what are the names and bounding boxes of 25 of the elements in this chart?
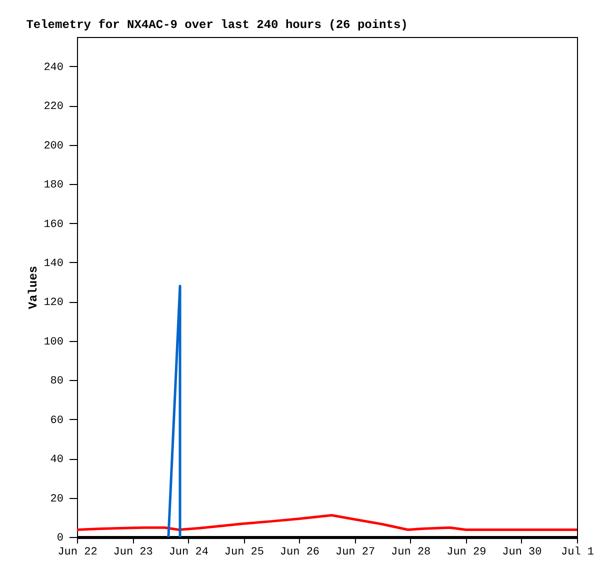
x-tick-label: Jun 28: [391, 546, 431, 558]
y-tick-label: 100: [44, 336, 64, 348]
x-tick-label: Jun 25: [224, 546, 264, 558]
x-tick-label: Jul 1: [560, 546, 594, 558]
y-tick-label: 160: [44, 218, 64, 231]
x-tick-label: Jun 26: [280, 546, 320, 558]
y-tick-label: 20: [50, 493, 64, 506]
y-tick-label: 80: [50, 376, 64, 388]
x-tick-label: Jun 23: [113, 546, 153, 558]
y-tick-label: 60: [50, 414, 64, 427]
y-tick-label: 240: [44, 62, 64, 74]
y-tick-label: 140: [44, 258, 64, 270]
x-tick-label: Jun 27: [335, 546, 376, 558]
y-tick-label: 220: [44, 101, 64, 114]
y-tick-label: 40: [50, 454, 64, 466]
y-axis-title: Values: [26, 266, 41, 310]
y-tick-label: 200: [44, 140, 64, 152]
y-tick-label: 120: [44, 297, 64, 310]
y-tick-label: 0: [56, 532, 64, 544]
chart-title: Telemetry for NX4AC-9 over last 240 hours (26 points): [26, 18, 408, 32]
x-tick-label: Jun 24: [168, 546, 209, 558]
x-tick-label: Jun 22: [58, 546, 98, 558]
y-tick-label: 180: [44, 180, 64, 192]
x-tick-label: Jun 30: [502, 546, 542, 558]
x-tick-label: Jun 29: [446, 546, 486, 558]
